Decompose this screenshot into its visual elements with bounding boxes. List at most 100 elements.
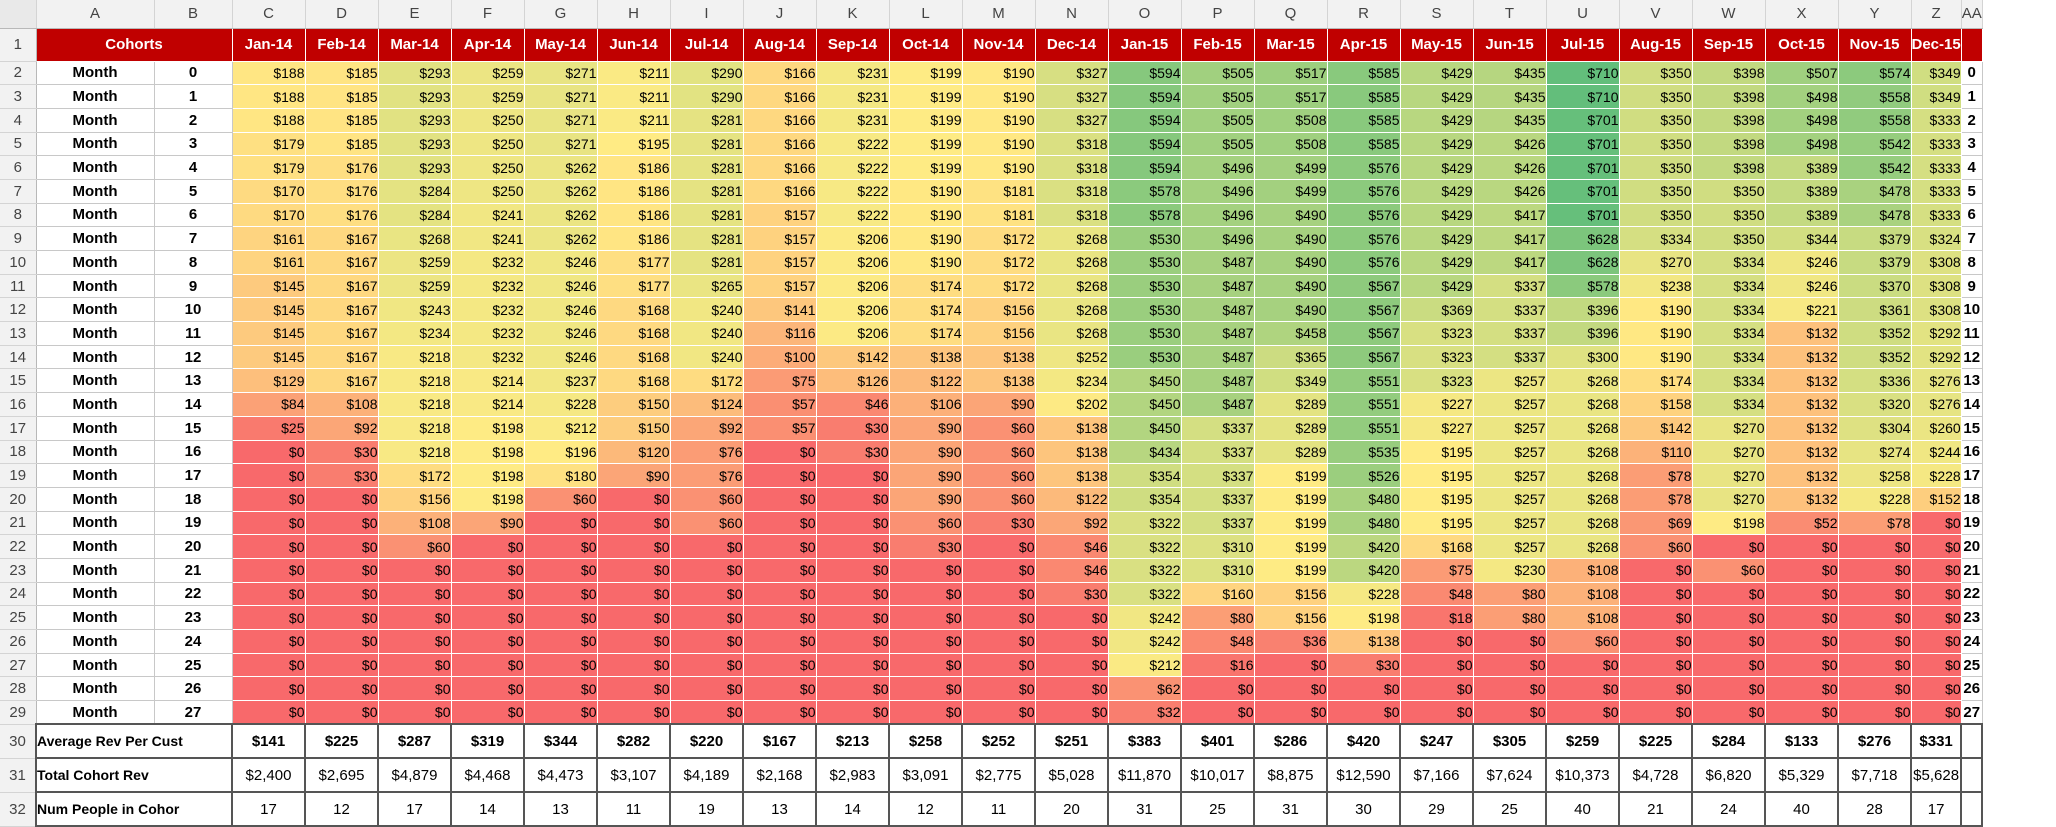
revenue-cell[interactable]: $578: [1546, 274, 1620, 299]
revenue-cell[interactable]: $0: [962, 676, 1036, 702]
revenue-cell[interactable]: $0: [1254, 700, 1328, 725]
revenue-cell[interactable]: $628: [1546, 226, 1620, 251]
revenue-cell[interactable]: $108: [1546, 605, 1620, 630]
revenue-cell[interactable]: $0: [451, 582, 525, 607]
revenue-cell[interactable]: $231: [816, 84, 890, 109]
revenue-cell[interactable]: $628: [1546, 250, 1620, 275]
revenue-cell[interactable]: $190: [1619, 345, 1693, 370]
revenue-cell[interactable]: $30: [816, 416, 890, 441]
revenue-cell[interactable]: $0: [305, 676, 379, 702]
revenue-cell[interactable]: $60: [962, 487, 1036, 512]
revenue-cell[interactable]: $336: [1838, 368, 1912, 394]
revenue-cell[interactable]: $499: [1254, 179, 1328, 204]
revenue-cell[interactable]: $0: [743, 487, 817, 512]
revenue-cell[interactable]: $0: [816, 534, 890, 559]
revenue-cell[interactable]: $0: [1765, 700, 1839, 725]
row-number[interactable]: 16: [0, 392, 37, 417]
revenue-cell[interactable]: $179: [232, 132, 306, 157]
revenue-cell[interactable]: $334: [1692, 345, 1766, 370]
revenue-cell[interactable]: $435: [1473, 84, 1547, 109]
revenue-cell[interactable]: $318: [1035, 132, 1109, 157]
revenue-cell[interactable]: $268: [1546, 463, 1620, 488]
summary-value[interactable]: $225: [1618, 723, 1693, 760]
revenue-cell[interactable]: $268: [1035, 274, 1109, 299]
revenue-cell[interactable]: $0: [524, 653, 598, 678]
revenue-cell[interactable]: $0: [1035, 653, 1109, 678]
revenue-cell[interactable]: $92: [305, 416, 379, 441]
column-header[interactable]: Z: [1911, 0, 1962, 29]
revenue-cell[interactable]: $227: [1400, 416, 1474, 441]
revenue-cell[interactable]: $320: [1838, 392, 1912, 417]
revenue-cell[interactable]: $268: [1546, 416, 1620, 441]
revenue-cell[interactable]: $172: [962, 274, 1036, 299]
revenue-cell[interactable]: $0: [378, 605, 452, 630]
revenue-cell[interactable]: $260: [1911, 416, 1962, 441]
summary-value[interactable]: $247: [1399, 723, 1474, 760]
revenue-cell[interactable]: $0: [451, 676, 525, 702]
summary-value[interactable]: $225: [304, 723, 379, 760]
revenue-cell[interactable]: $290: [670, 84, 744, 109]
column-header[interactable]: N: [1035, 0, 1109, 29]
revenue-cell[interactable]: $0: [889, 653, 963, 678]
revenue-cell[interactable]: $0: [1035, 676, 1109, 702]
revenue-cell[interactable]: $0: [1546, 700, 1620, 725]
revenue-cell[interactable]: $186: [597, 226, 671, 251]
revenue-cell[interactable]: $337: [1181, 463, 1255, 488]
revenue-cell[interactable]: $333: [1911, 132, 1962, 157]
revenue-cell[interactable]: $190: [889, 203, 963, 228]
revenue-cell[interactable]: $0: [232, 653, 306, 678]
revenue-cell[interactable]: $429: [1400, 155, 1474, 180]
revenue-cell[interactable]: $231: [816, 61, 890, 86]
revenue-cell[interactable]: $505: [1181, 61, 1255, 86]
revenue-cell[interactable]: $188: [232, 61, 306, 86]
revenue-cell[interactable]: $0: [1911, 558, 1962, 583]
revenue-cell[interactable]: $270: [1692, 440, 1766, 465]
row-number[interactable]: 6: [0, 155, 37, 180]
revenue-cell[interactable]: $0: [378, 558, 452, 583]
revenue-cell[interactable]: $480: [1327, 511, 1401, 536]
revenue-cell[interactable]: $0: [378, 700, 452, 725]
revenue-cell[interactable]: $271: [524, 108, 598, 133]
revenue-cell[interactable]: $349: [1911, 61, 1962, 86]
revenue-cell[interactable]: $337: [1473, 297, 1547, 323]
revenue-cell[interactable]: $122: [1035, 487, 1109, 512]
revenue-cell[interactable]: $487: [1181, 368, 1255, 394]
revenue-cell[interactable]: $132: [1765, 368, 1839, 394]
revenue-cell[interactable]: $174: [889, 321, 963, 346]
summary-value[interactable]: $3,107: [596, 757, 671, 794]
revenue-cell[interactable]: $270: [1692, 487, 1766, 512]
revenue-cell[interactable]: $0: [1911, 653, 1962, 678]
revenue-cell[interactable]: $389: [1765, 155, 1839, 180]
summary-value[interactable]: 13: [523, 791, 598, 827]
summary-value[interactable]: $383: [1107, 723, 1182, 760]
revenue-cell[interactable]: $499: [1254, 155, 1328, 180]
revenue-cell[interactable]: $188: [232, 84, 306, 109]
revenue-cell[interactable]: $0: [1619, 605, 1693, 630]
revenue-cell[interactable]: $0: [1254, 653, 1328, 678]
row-number[interactable]: 3: [0, 84, 37, 109]
revenue-cell[interactable]: $0: [1692, 676, 1766, 702]
revenue-cell[interactable]: $369: [1400, 297, 1474, 323]
revenue-cell[interactable]: $450: [1108, 392, 1182, 417]
column-header[interactable]: R: [1327, 0, 1401, 29]
revenue-cell[interactable]: $190: [962, 155, 1036, 180]
revenue-cell[interactable]: $0: [670, 700, 744, 725]
revenue-cell[interactable]: $0: [305, 653, 379, 678]
revenue-cell[interactable]: $426: [1473, 132, 1547, 157]
revenue-cell[interactable]: $167: [305, 274, 379, 299]
revenue-cell[interactable]: $337: [1473, 321, 1547, 346]
revenue-cell[interactable]: $0: [816, 582, 890, 607]
revenue-cell[interactable]: $0: [889, 582, 963, 607]
summary-value[interactable]: 29: [1399, 791, 1474, 827]
revenue-cell[interactable]: $174: [889, 297, 963, 323]
revenue-cell[interactable]: $90: [451, 511, 525, 536]
revenue-cell[interactable]: $268: [1546, 534, 1620, 559]
revenue-cell[interactable]: $337: [1473, 345, 1547, 370]
revenue-cell[interactable]: $274: [1838, 440, 1912, 465]
revenue-cell[interactable]: $157: [743, 203, 817, 228]
revenue-cell[interactable]: $352: [1838, 321, 1912, 346]
revenue-cell[interactable]: $0: [1838, 676, 1912, 702]
revenue-cell[interactable]: $487: [1181, 274, 1255, 299]
revenue-cell[interactable]: $0: [889, 605, 963, 630]
revenue-cell[interactable]: $167: [305, 250, 379, 275]
